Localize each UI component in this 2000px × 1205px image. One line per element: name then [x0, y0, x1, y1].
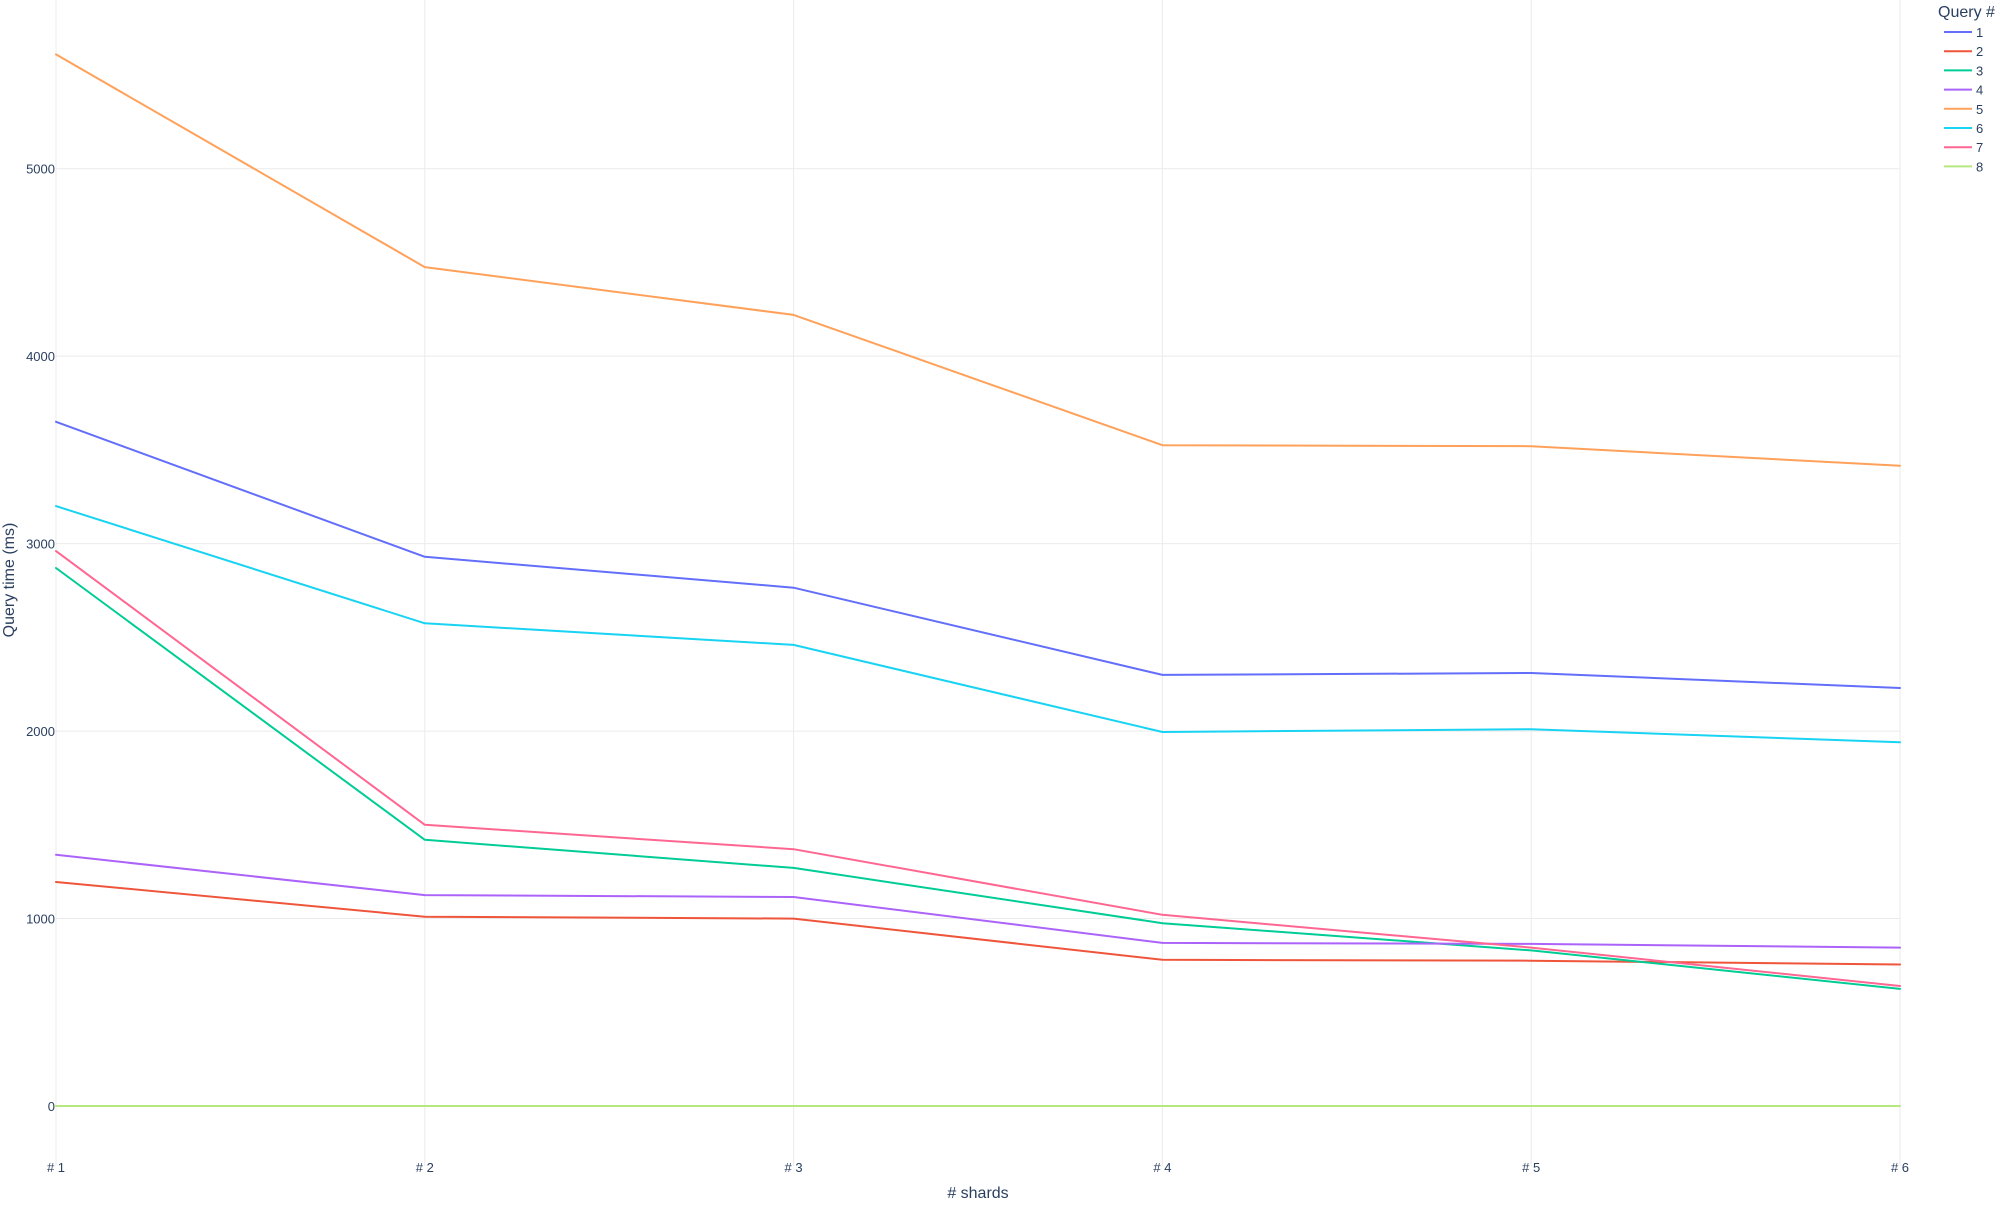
legend-item-7[interactable]: 7: [1944, 140, 1983, 155]
series-line-1: [56, 422, 1900, 688]
legend-item-6[interactable]: 6: [1944, 121, 1983, 136]
legend-item-4[interactable]: 4: [1944, 83, 1983, 98]
series-line-2: [56, 882, 1900, 965]
x-tick-label: # 4: [1153, 1160, 1171, 1175]
legend-item-5[interactable]: 5: [1944, 102, 1983, 117]
x-tick-label: # 2: [416, 1160, 434, 1175]
legend-label: 1: [1976, 25, 1983, 40]
y-tick-label: 3000: [26, 537, 55, 552]
legend-label: 6: [1976, 121, 1983, 136]
series-layer: [56, 54, 1900, 1106]
x-axis-title: # shards: [947, 1185, 1008, 1200]
grid-layer: [56, 0, 1900, 1166]
legend-label: 4: [1976, 83, 1983, 98]
y-tick-label: 2000: [26, 724, 55, 739]
axis-layer: # 1 # 2 # 3 # 4 # 5 # 6 0 1000 2000 3000 4000 5000: [26, 162, 1909, 1175]
series-line-5: [56, 54, 1900, 465]
x-tick-label: # 3: [785, 1160, 803, 1175]
legend-title: Query #: [1938, 4, 1995, 21]
legend-item-8[interactable]: 8: [1944, 159, 1983, 174]
x-tick-label: # 1: [47, 1160, 65, 1175]
legend-label: 7: [1976, 140, 1983, 155]
legend-item-3[interactable]: 3: [1944, 63, 1983, 78]
legend-item-1[interactable]: 1: [1944, 25, 1983, 40]
y-tick-label: 5000: [26, 162, 55, 177]
legend-label: 2: [1976, 44, 1983, 59]
legend-label: 8: [1976, 159, 1983, 174]
legend-item-2[interactable]: 2: [1944, 44, 1983, 59]
legend-label: 5: [1976, 102, 1983, 117]
legend: Query # 1 2 3 4 5 6 7 8: [1938, 4, 1995, 174]
y-tick-label: 0: [48, 1099, 55, 1114]
x-tick-label: # 6: [1891, 1160, 1909, 1175]
y-axis-title: Query time (ms): [1, 523, 18, 638]
legend-label: 3: [1976, 63, 1983, 78]
series-line-6: [56, 506, 1900, 742]
series-line-4: [56, 855, 1900, 948]
x-tick-label: # 5: [1522, 1160, 1540, 1175]
y-tick-label: 4000: [26, 349, 55, 364]
y-tick-label: 1000: [26, 912, 55, 927]
